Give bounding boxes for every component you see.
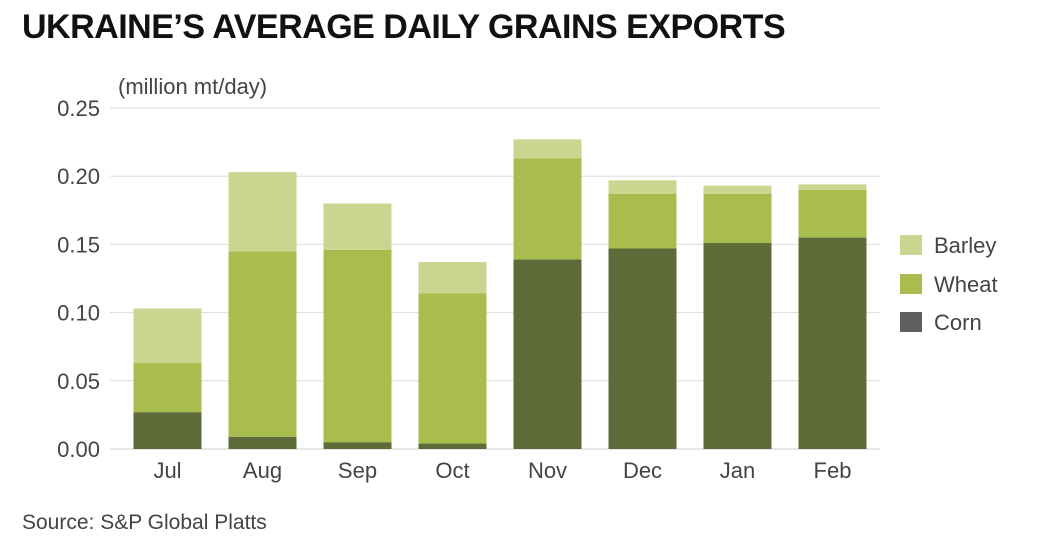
bar-wheat-sep [323,249,392,443]
x-tick-label: Jul [153,458,181,483]
bar-wheat-dec [608,193,677,249]
x-tick-label: Sep [338,458,377,483]
bar-wheat-nov [513,158,582,260]
bar-corn-jul [133,412,202,449]
bar-barley-aug [228,172,297,252]
bar-barley-nov [513,139,582,159]
x-tick-label: Jan [720,458,755,483]
legend-label-barley: Barley [934,233,996,258]
legend-swatch-barley [900,235,922,255]
y-tick-label: 0.15 [57,232,100,257]
y-tick-label: 0.20 [57,164,100,189]
bar-barley-dec [608,180,677,194]
bar-corn-nov [513,259,582,449]
x-tick-label: Dec [623,458,662,483]
y-tick-label: 0.25 [57,96,100,121]
x-tick-label: Oct [435,458,469,483]
bar-barley-jul [133,308,202,364]
bar-corn-aug [228,436,297,449]
y-axis-unit-label: (million mt/day) [118,74,268,99]
legend-label-wheat: Wheat [934,272,998,297]
bar-wheat-jan [703,193,772,244]
chart-title: UKRAINE’S AVERAGE DAILY GRAINS EXPORTS [22,8,786,46]
x-tick-label: Feb [814,458,852,483]
y-tick-label: 0.05 [57,369,100,394]
y-tick-label: 0.10 [57,301,100,326]
x-tick-label: Nov [528,458,567,483]
legend-swatch-corn [900,312,922,332]
source-note: Source: S&P Global Platts [22,511,267,534]
bar-barley-oct [418,262,487,294]
bar-barley-sep [323,203,392,250]
bar-corn-sep [323,442,392,449]
bar-corn-jan [703,243,772,449]
x-tick-label: Aug [243,458,282,483]
bar-barley-jan [703,185,772,194]
legend-swatch-wheat [900,274,922,294]
bar-wheat-jul [133,363,202,413]
bar-wheat-feb [798,189,867,238]
bar-corn-oct [418,443,487,449]
bar-wheat-aug [228,251,297,437]
bar-corn-dec [608,248,677,449]
legend-label-corn: Corn [934,310,982,335]
bar-barley-feb [798,184,867,190]
bar-wheat-oct [418,293,487,444]
y-tick-label: 0.00 [57,437,100,462]
bar-corn-feb [798,237,867,449]
